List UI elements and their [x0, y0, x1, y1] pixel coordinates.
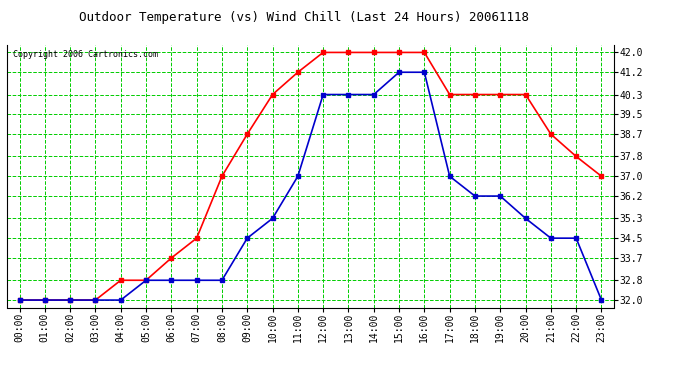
Text: Copyright 2006 Cartronics.com: Copyright 2006 Cartronics.com [13, 50, 158, 59]
Text: Outdoor Temperature (vs) Wind Chill (Last 24 Hours) 20061118: Outdoor Temperature (vs) Wind Chill (Las… [79, 11, 529, 24]
